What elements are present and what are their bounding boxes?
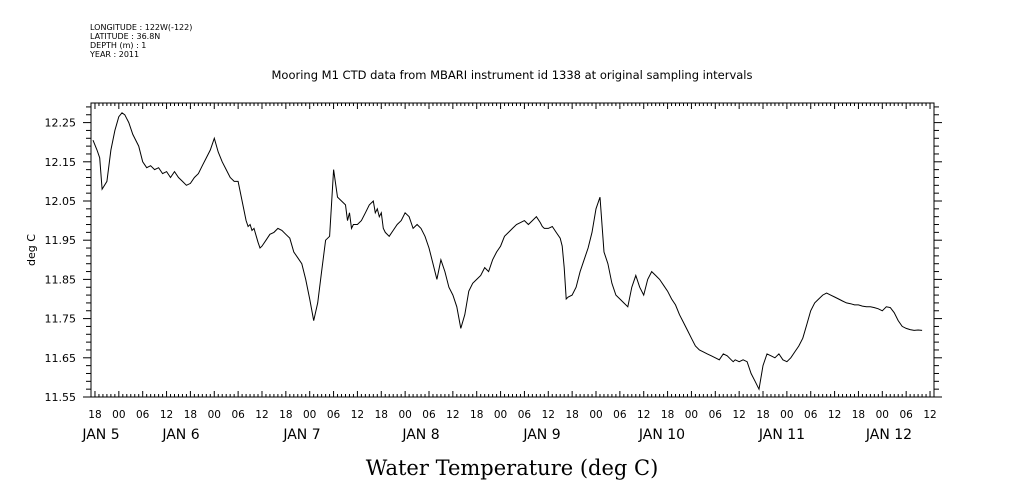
chart-title: Mooring M1 CTD data from MBARI instrumen… — [272, 68, 753, 82]
x-hour-label: 18 — [661, 409, 674, 421]
x-hour-label: 00 — [876, 409, 889, 421]
latitude-label: LATITUDE : 36.8N — [90, 32, 160, 41]
x-day-label: JAN 6 — [161, 427, 199, 443]
y-tick-label: 11.85 — [45, 273, 77, 286]
x-hour-label: 12 — [160, 409, 173, 421]
plot-frame — [90, 102, 935, 398]
x-hour-label: 00 — [494, 409, 507, 421]
x-hour-label: 18 — [852, 409, 865, 421]
x-day-label: JAN 10 — [638, 427, 685, 443]
y-tick-label: 12.05 — [45, 195, 77, 208]
y-tick-label: 11.95 — [45, 234, 77, 247]
x-day-label: JAN 12 — [865, 427, 912, 443]
longitude-label: LONGITUDE : 122W(-122) — [90, 23, 192, 32]
y-tick-label: 12.15 — [45, 156, 77, 169]
x-day-label: JAN 11 — [758, 427, 805, 443]
axis-ticks — [83, 103, 942, 398]
x-hour-label: 12 — [542, 409, 555, 421]
series-line-water-temperature — [92, 112, 923, 391]
x-hour-label: 06 — [422, 409, 436, 421]
x-hour-label: 18 — [756, 409, 769, 421]
x-hour-label: 12 — [732, 409, 745, 421]
x-day-label: JAN 5 — [81, 427, 119, 443]
y-axis-label: deg C — [25, 234, 38, 266]
x-hour-label: 12 — [923, 409, 936, 421]
y-tick-label: 11.55 — [45, 391, 77, 404]
x-hour-label: 18 — [470, 409, 483, 421]
x-hour-label: 06 — [136, 409, 150, 421]
x-hour-label: 00 — [208, 409, 221, 421]
y-tick-label: 11.75 — [45, 313, 77, 326]
x-day-labels: JAN 5 JAN 6 JAN 7 JAN 8 JAN 9 JAN 10 JAN 11 JAN… — [81, 427, 912, 443]
x-hour-label: 12 — [637, 409, 650, 421]
year-label: YEAR : 2011 — [89, 50, 139, 59]
x-day-label: JAN 7 — [282, 427, 320, 443]
y-tick-labels: 12.25 12.15 12.05 11.95 11.85 11.75 11.65 11.55 — [45, 117, 77, 404]
y-tick-label: 11.65 — [45, 352, 77, 365]
x-hour-label: 12 — [255, 409, 268, 421]
x-hour-label: 18 — [184, 409, 197, 421]
x-hour-label: 18 — [88, 409, 101, 421]
x-day-label: JAN 8 — [401, 427, 439, 443]
x-hour-label: 06 — [709, 409, 723, 421]
x-hour-label: 00 — [685, 409, 698, 421]
x-hour-label: 06 — [327, 409, 341, 421]
x-hour-label: 06 — [804, 409, 818, 421]
x-hour-label: 12 — [351, 409, 364, 421]
x-hour-label: 00 — [780, 409, 793, 421]
depth-label: DEPTH (m) : 1 — [90, 41, 146, 50]
x-hour-label: 12 — [446, 409, 459, 421]
x-hour-label: 18 — [279, 409, 292, 421]
x-hour-label: 18 — [375, 409, 388, 421]
x-hour-label: 18 — [565, 409, 578, 421]
x-hour-label: 12 — [828, 409, 841, 421]
x-hour-label: 00 — [112, 409, 125, 421]
x-hour-label: 06 — [518, 409, 532, 421]
x-day-label: JAN 9 — [522, 427, 560, 443]
x-axis-label: Water Temperature (deg C) — [366, 456, 659, 480]
x-hour-label: 00 — [303, 409, 316, 421]
x-hour-label: 06 — [899, 409, 913, 421]
x-hour-label: 00 — [589, 409, 602, 421]
y-tick-label: 12.25 — [45, 117, 77, 130]
x-hour-label: 00 — [398, 409, 411, 421]
x-hour-label: 06 — [613, 409, 627, 421]
x-hour-label: 06 — [231, 409, 245, 421]
x-hour-labels: 18 00 06 12 18 00 06 12 18 00 06 12 18 00 06 12 18 00 06 12… — [88, 409, 936, 421]
